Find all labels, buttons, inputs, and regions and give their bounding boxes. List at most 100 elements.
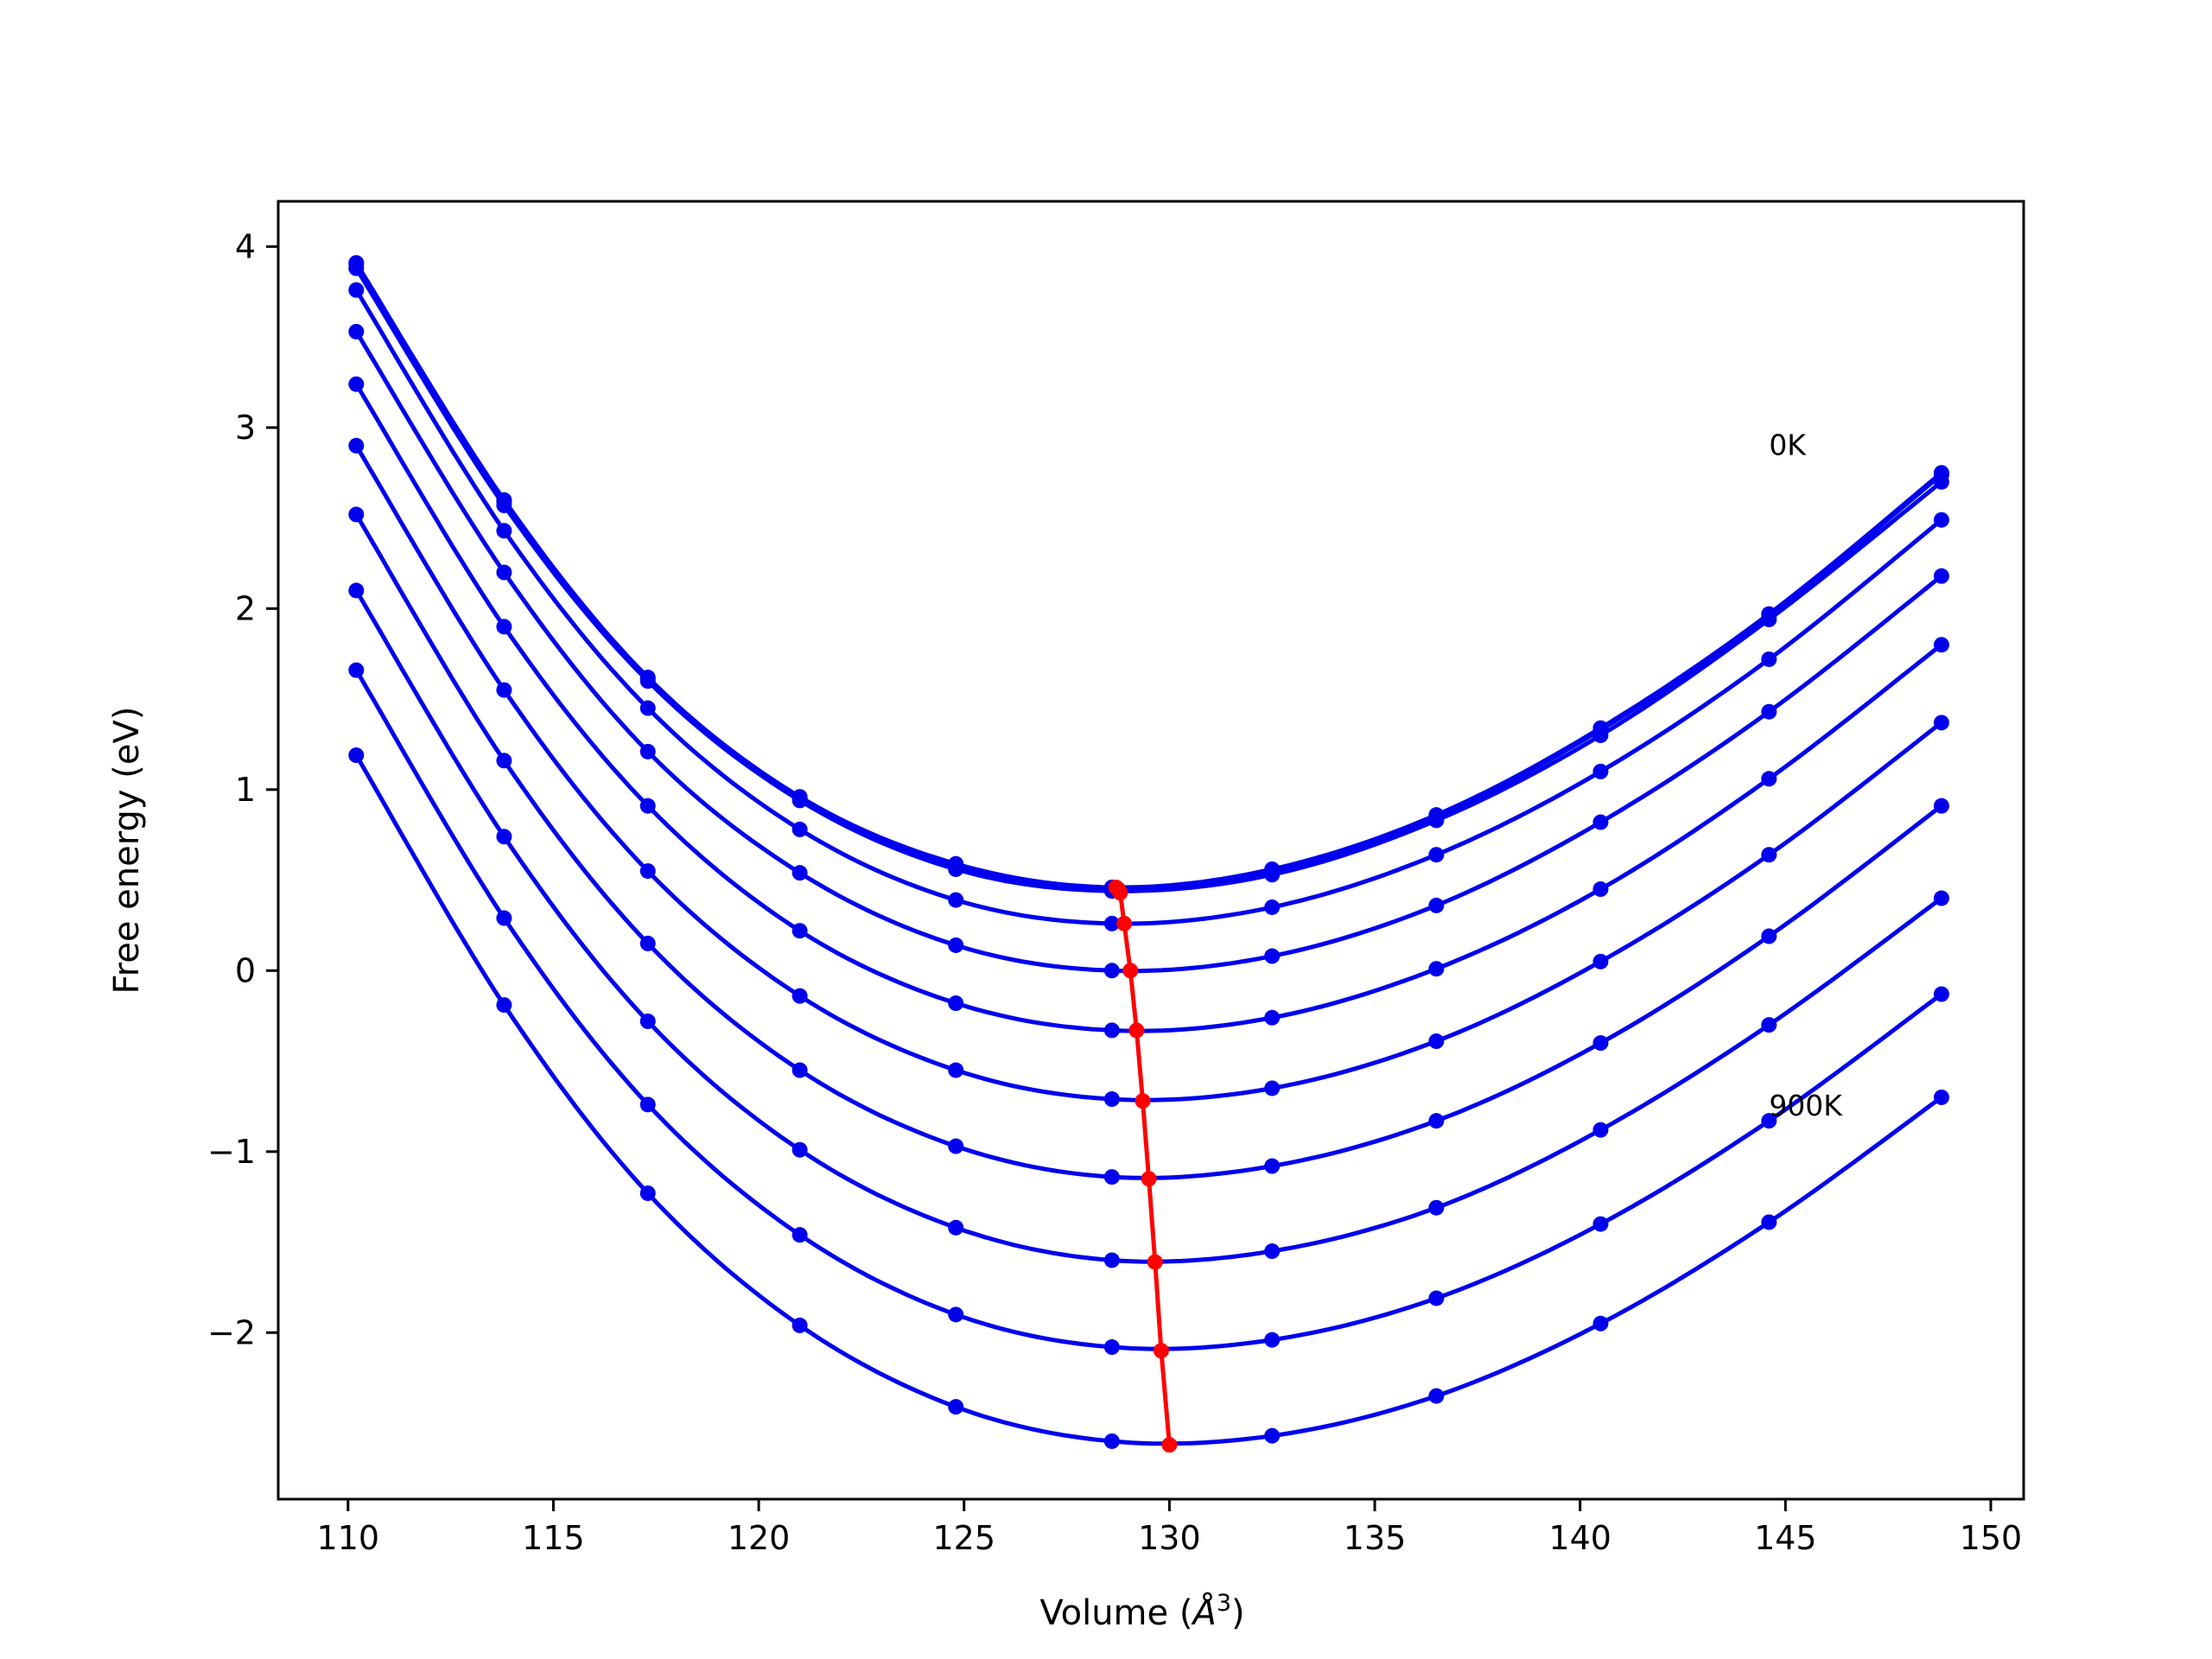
- energy-point: [639, 863, 656, 880]
- y-tick-label: −2: [207, 1313, 256, 1351]
- energy-curve-8: [348, 582, 1949, 1268]
- energy-point: [791, 988, 808, 1004]
- energy-point: [948, 1138, 964, 1154]
- energy-point: [1933, 1089, 1949, 1105]
- energy-point: [1592, 1216, 1609, 1232]
- energy-point: [348, 260, 365, 276]
- x-tick-label: 115: [522, 1519, 585, 1557]
- curves-layer: [348, 255, 1949, 1449]
- energy-point: [1761, 1214, 1777, 1230]
- energy-point: [1592, 814, 1609, 830]
- y-tick-label: −1: [207, 1133, 256, 1171]
- energy-curve-7: [348, 506, 1949, 1185]
- x-axis-label-unit: Å: [1190, 1592, 1216, 1633]
- minimum-point: [1147, 1254, 1163, 1270]
- energy-point: [639, 673, 656, 690]
- energy-point: [496, 564, 512, 581]
- energy-point: [496, 997, 512, 1014]
- energy-point: [948, 861, 964, 877]
- x-tick-label: 130: [1138, 1519, 1201, 1557]
- minimum-point: [1141, 1171, 1157, 1187]
- energy-point: [1761, 928, 1777, 944]
- energy-point: [1103, 1022, 1120, 1039]
- energy-point: [1428, 812, 1445, 829]
- energy-point: [1592, 1122, 1609, 1138]
- energy-point: [348, 582, 365, 599]
- energy-point: [1761, 651, 1777, 667]
- energy-point: [348, 506, 365, 523]
- minimum-point: [1135, 1093, 1151, 1109]
- energy-curve-10: [348, 747, 1949, 1449]
- energy-point: [1933, 890, 1949, 906]
- energy-point: [948, 1219, 964, 1236]
- energy-point: [1428, 897, 1445, 913]
- energy-point: [1264, 1009, 1281, 1026]
- x-tick-label: 135: [1344, 1519, 1407, 1557]
- energy-curve-3: [348, 282, 1949, 931]
- y-axis: −2 −1 0 1 2 3 4: [207, 227, 278, 1351]
- energy-point: [791, 792, 808, 809]
- energy-point: [1592, 727, 1609, 743]
- energy-point: [639, 700, 656, 716]
- energy-point: [348, 282, 365, 298]
- energy-point: [1761, 611, 1777, 627]
- energy-point: [948, 1399, 964, 1415]
- energy-point: [1103, 1169, 1120, 1185]
- minimum-point: [1128, 1022, 1145, 1039]
- energy-point: [348, 437, 365, 454]
- energy-point: [1592, 881, 1609, 898]
- energy-point: [1264, 948, 1281, 964]
- energy-point: [1264, 1080, 1281, 1096]
- energy-point: [348, 376, 365, 392]
- annotations: 0K 900K: [1769, 428, 1843, 1122]
- energy-curve-4: [348, 323, 1949, 979]
- energy-point: [1592, 763, 1609, 779]
- energy-point: [1103, 1091, 1120, 1108]
- energy-point: [1933, 474, 1949, 490]
- energy-point: [1264, 899, 1281, 915]
- x-axis: 110 115 120 125 130 135 140 145 150: [317, 1499, 2022, 1557]
- energy-point: [496, 682, 512, 698]
- energy-point: [1428, 1033, 1445, 1050]
- energy-point: [639, 1096, 656, 1113]
- energy-point: [639, 743, 656, 760]
- energy-point: [1428, 1113, 1445, 1129]
- y-tick-label: 1: [235, 771, 256, 809]
- x-tick-label: 125: [932, 1519, 995, 1557]
- x-tick-label: 140: [1548, 1519, 1611, 1557]
- energy-point: [1428, 1290, 1445, 1306]
- energy-point: [1264, 1427, 1281, 1444]
- curve-annotation: 0K: [1769, 428, 1807, 461]
- energy-point: [791, 821, 808, 837]
- x-axis-label-exponent: 3: [1217, 1590, 1231, 1617]
- energy-point: [1761, 703, 1777, 720]
- energy-point: [1264, 1243, 1281, 1260]
- energy-point: [348, 323, 365, 340]
- energy-point: [1103, 1252, 1120, 1268]
- energy-point: [948, 1062, 964, 1078]
- energy-point: [348, 747, 365, 764]
- y-tick-label: 3: [235, 409, 256, 447]
- y-tick-label: 0: [235, 951, 256, 989]
- energy-point: [1933, 637, 1949, 653]
- energy-point: [791, 1062, 808, 1078]
- energy-point: [496, 497, 512, 513]
- x-axis-label-text: Volume (: [1039, 1593, 1192, 1633]
- energy-point: [496, 619, 512, 635]
- energy-point: [1103, 915, 1120, 931]
- energy-point: [791, 1227, 808, 1243]
- energy-point: [1264, 867, 1281, 883]
- energy-curve-5: [348, 376, 1949, 1039]
- energy-point: [1592, 1035, 1609, 1052]
- energy-point: [948, 995, 964, 1012]
- energy-point: [1933, 798, 1949, 814]
- energy-point: [639, 1013, 656, 1029]
- energy-point: [496, 523, 512, 539]
- energy-point: [1264, 1332, 1281, 1348]
- plot-frame: [276, 200, 2025, 1501]
- energy-point: [791, 1141, 808, 1158]
- energy-point: [948, 892, 964, 908]
- energy-curve-9: [348, 662, 1949, 1356]
